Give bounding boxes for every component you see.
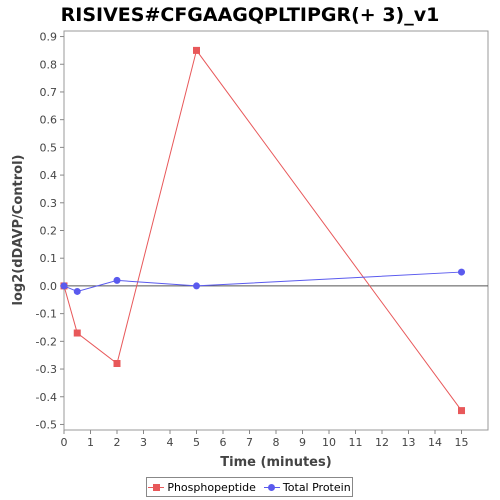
- y-tick-label: 0.5: [40, 141, 58, 154]
- circle-marker-icon: [263, 482, 280, 492]
- x-tick-label: 2: [114, 436, 121, 449]
- y-tick-label: 0.7: [40, 86, 58, 99]
- y-tick-label: 0.3: [40, 197, 58, 210]
- y-tick-label: -0.4: [36, 391, 57, 404]
- legend-item-total-protein: Total Protein: [263, 480, 351, 494]
- data-point-phosphopeptide: [458, 407, 465, 415]
- y-tick-label: -0.5: [36, 418, 57, 431]
- x-tick-label: 12: [375, 436, 389, 449]
- series-layer: [60, 46, 465, 415]
- y-tick-label: 0.8: [40, 58, 58, 71]
- y-axis-title: log2(dDAVP/Control): [11, 155, 26, 306]
- y-tick-label: -0.2: [36, 335, 57, 348]
- legend-label: Phosphopeptide: [167, 480, 256, 494]
- data-point-phosphopeptide: [113, 360, 121, 367]
- data-point-total-protein: [60, 282, 68, 290]
- x-tick-label: 3: [140, 436, 147, 449]
- x-tick-label: 10: [322, 436, 336, 449]
- x-tick-label: 8: [273, 436, 280, 449]
- data-point-phosphopeptide: [193, 46, 200, 54]
- x-tick-label: 1: [87, 436, 94, 449]
- x-axis-title: Time (minutes): [220, 455, 331, 470]
- data-point-total-protein: [193, 282, 200, 290]
- x-tick-label: 14: [428, 436, 442, 449]
- y-tick-label: -0.3: [36, 363, 57, 376]
- legend-item-phosphopeptide: Phosphopeptide: [148, 481, 256, 494]
- x-tick-label: 4: [167, 436, 174, 449]
- x-tick-label: 7: [246, 436, 253, 449]
- y-axis-ticks: -0.5 -0.4 -0.3 -0.2 -0.1 0.0 0.1 0.2 0.3 0.4 0.5 0.…: [36, 31, 64, 431]
- x-tick-label: 9: [299, 436, 306, 449]
- x-tick-label: 11: [349, 436, 363, 449]
- y-tick-label: 0.2: [40, 225, 58, 238]
- x-tick-label: 0: [61, 436, 68, 449]
- legend-label: Total Protein: [282, 480, 351, 494]
- y-tick-label: 0.4: [40, 169, 58, 182]
- data-point-phosphopeptide: [73, 329, 81, 337]
- x-tick-label: 15: [455, 436, 469, 449]
- data-point-total-protein: [113, 276, 121, 284]
- plot-area: [63, 30, 489, 431]
- chart-title: RISIVES#CFGAAGQPLTIPGR(+ 3)_v1: [60, 4, 440, 26]
- legend: Phosphopeptide Total Protein: [146, 477, 353, 497]
- x-tick-label: 6: [220, 436, 227, 449]
- y-tick-label: 0.0: [40, 280, 58, 293]
- x-axis-ticks: 0 1 2 3 4 5 6 7 8 9 10 11 12 13 14 15: [61, 430, 469, 449]
- y-tick-label: 0.9: [40, 31, 58, 44]
- data-point-total-protein: [73, 287, 81, 295]
- x-tick-label: 5: [193, 436, 200, 449]
- x-tick-label: 13: [402, 436, 416, 449]
- square-marker-icon: [148, 482, 165, 492]
- y-tick-label: 0.6: [40, 114, 58, 127]
- data-point-total-protein: [458, 268, 465, 276]
- y-tick-label: 0.1: [40, 252, 58, 265]
- y-tick-label: -0.1: [36, 308, 57, 321]
